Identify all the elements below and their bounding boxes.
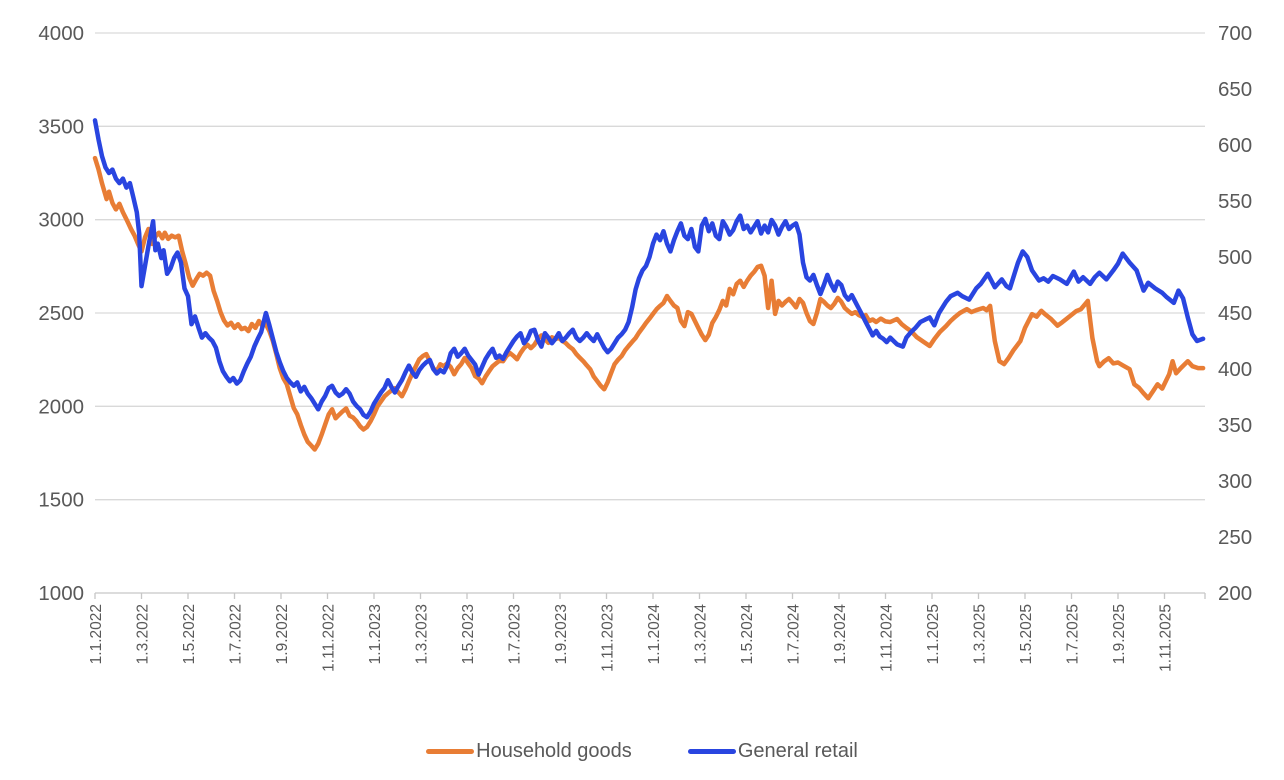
x-axis-tick-label: 1.3.2022 xyxy=(135,604,152,664)
x-axis-tick-label: 1.9.2023 xyxy=(553,604,570,664)
x-axis-tick-label: 1.11.2023 xyxy=(600,604,617,672)
x-axis-tick-label: 1.1.2023 xyxy=(367,604,384,664)
x-axis-tick-label: 1.7.2022 xyxy=(228,604,245,664)
chart-legend: Household goods General retail xyxy=(0,740,1284,763)
right-axis-tick-label: 400 xyxy=(1218,358,1252,381)
x-axis-tick-label: 1.9.2025 xyxy=(1111,604,1128,664)
right-axis-tick-label: 600 xyxy=(1218,134,1252,157)
x-axis-tick-label: 1.5.2023 xyxy=(460,604,477,664)
right-axis-tick-label: 500 xyxy=(1218,246,1252,269)
x-axis-tick-label: 1.1.2022 xyxy=(88,604,105,664)
x-axis-tick-label: 1.7.2023 xyxy=(507,604,524,664)
x-axis-tick-label: 1.3.2025 xyxy=(972,604,989,664)
left-axis-tick-label: 3500 xyxy=(38,115,84,138)
household-goods-line-swatch-icon xyxy=(426,749,475,754)
legend-label-general-retail: General retail xyxy=(737,740,858,762)
x-axis-tick-label: 1.11.2024 xyxy=(879,604,896,672)
right-axis-tick-label: 700 xyxy=(1218,22,1252,45)
x-axis-tick-label: 1.11.2025 xyxy=(1158,604,1175,672)
general-retail-line-swatch-icon xyxy=(687,749,736,754)
legend-item-general-retail[interactable]: General retail xyxy=(687,740,858,763)
x-axis-tick-label: 1.1.2025 xyxy=(925,604,942,664)
right-axis-tick-label: 550 xyxy=(1218,190,1252,213)
left-axis-tick-label: 3000 xyxy=(38,209,84,232)
series-line-general-retail[interactable] xyxy=(92,118,1206,420)
left-axis-tick-label: 2000 xyxy=(38,395,84,418)
x-axis-tick-label: 1.3.2024 xyxy=(693,604,710,665)
x-axis-tick-label: 1.5.2024 xyxy=(739,604,756,665)
right-axis-tick-label: 200 xyxy=(1218,582,1252,605)
x-axis-tick-label: 1.9.2022 xyxy=(274,604,291,664)
left-axis-tick-label: 1000 xyxy=(38,582,84,605)
x-axis-tick-label: 1.5.2025 xyxy=(1018,604,1035,664)
x-axis-tick-label: 1.5.2022 xyxy=(181,604,198,664)
right-axis-tick-label: 350 xyxy=(1218,414,1252,437)
right-axis-tick-label: 300 xyxy=(1218,470,1252,493)
legend-label-household-goods: Household goods xyxy=(476,740,632,762)
x-axis-tick-label: 1.7.2024 xyxy=(786,604,803,665)
x-axis-tick-label: 1.1.2024 xyxy=(646,604,663,665)
right-axis-tick-label: 250 xyxy=(1218,526,1252,549)
x-axis-tick-label: 1.3.2023 xyxy=(414,604,431,664)
right-axis-tick-label: 650 xyxy=(1218,78,1252,101)
left-axis-tick-label: 4000 xyxy=(38,22,84,45)
x-axis-tick-label: 1.9.2024 xyxy=(832,604,849,665)
right-axis-tick-label: 450 xyxy=(1218,302,1252,325)
left-axis-tick-label: 2500 xyxy=(38,302,84,325)
x-axis-tick-label: 1.11.2022 xyxy=(321,604,338,672)
legend-item-household-goods[interactable]: Household goods xyxy=(426,740,632,763)
left-axis-tick-label: 1500 xyxy=(38,489,84,512)
plot-area: 4000 3500 3000 2500 2000 1500 1000 700 650 600 550… xyxy=(38,22,1252,672)
x-axis-tick-label: 1.7.2025 xyxy=(1065,604,1082,664)
